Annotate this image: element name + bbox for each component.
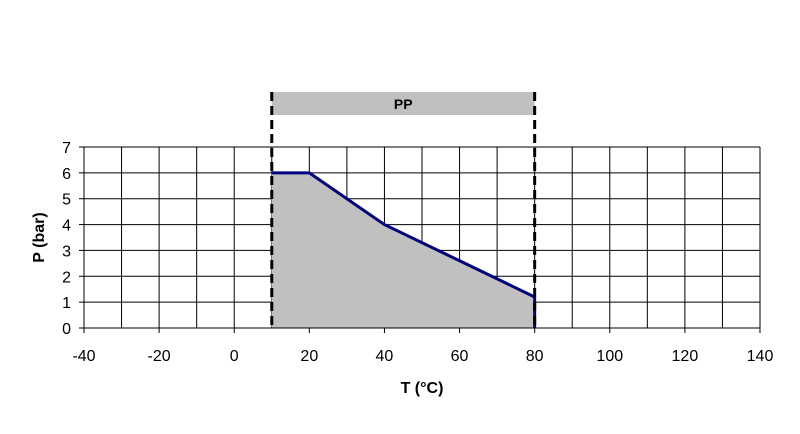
x-tick-label: 140 bbox=[747, 348, 774, 365]
y-tick-label: 4 bbox=[62, 218, 71, 235]
temperature-limit-lines bbox=[270, 92, 537, 328]
x-tick-label: 0 bbox=[230, 348, 239, 365]
x-tick-label: 120 bbox=[672, 348, 699, 365]
pressure-area-fill bbox=[271, 172, 535, 328]
y-tick-label: 1 bbox=[62, 295, 71, 312]
material-band-label: PP bbox=[394, 96, 413, 112]
x-tick-label: -20 bbox=[148, 348, 171, 365]
y-tick-label: 3 bbox=[62, 243, 71, 260]
axes bbox=[79, 146, 761, 333]
x-tick-label: 100 bbox=[596, 348, 623, 365]
material-band-bar bbox=[271, 92, 535, 115]
x-tick-label: 60 bbox=[451, 348, 469, 365]
x-tick-label: 20 bbox=[300, 348, 318, 365]
x-axis-title: T (°C) bbox=[401, 380, 444, 397]
x-tick-label: 80 bbox=[526, 348, 544, 365]
y-axis-title: P (bar) bbox=[31, 212, 48, 262]
x-tick-label: 40 bbox=[376, 348, 394, 365]
y-tick-label: 0 bbox=[62, 321, 71, 338]
y-tick-label: 2 bbox=[62, 269, 71, 286]
y-tick-label: 7 bbox=[62, 140, 71, 157]
tick-labels: -40 -20 0 20 40 60 80 100 120 140 0 1 2 3 4 5 6 7 bbox=[62, 140, 773, 365]
y-tick-label: 6 bbox=[62, 166, 71, 183]
material-band: PP bbox=[271, 92, 535, 115]
x-tick-label: -40 bbox=[72, 348, 95, 365]
y-tick-label: 5 bbox=[62, 192, 71, 209]
